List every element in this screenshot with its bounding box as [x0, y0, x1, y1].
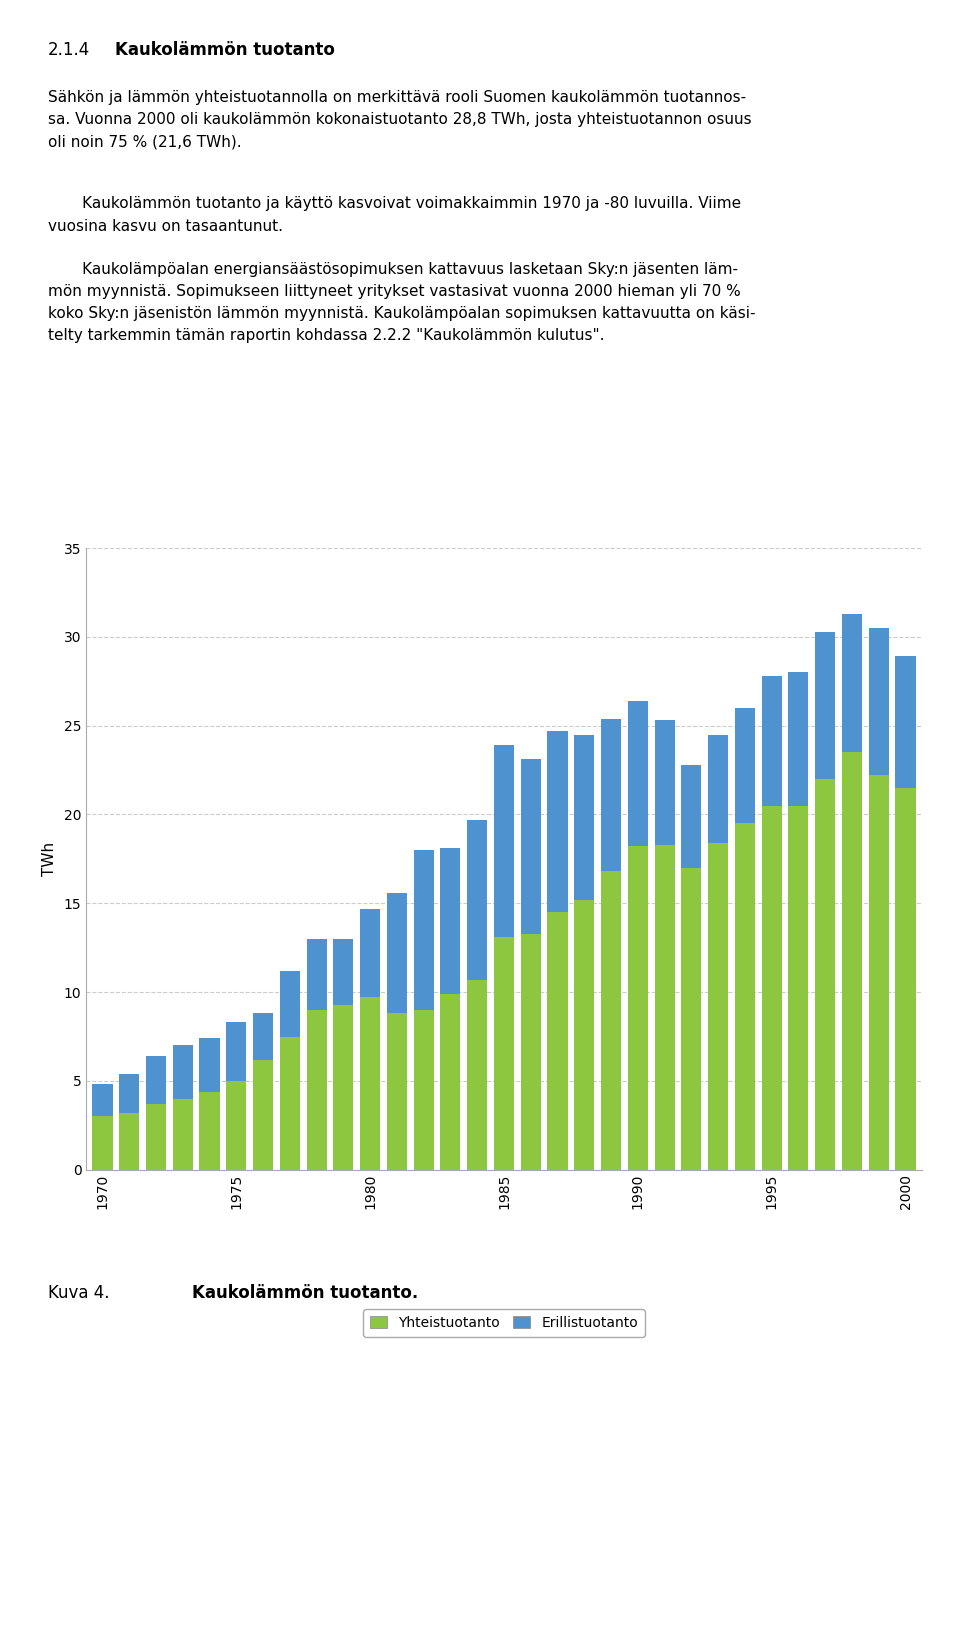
- Bar: [574, 735, 594, 900]
- Bar: [655, 844, 675, 1170]
- Bar: [333, 1005, 353, 1170]
- Bar: [146, 1104, 166, 1170]
- Bar: [547, 731, 567, 913]
- Bar: [547, 913, 567, 1170]
- Bar: [896, 656, 916, 789]
- Bar: [119, 1073, 139, 1112]
- Bar: [735, 708, 755, 823]
- Text: Kaukolämmön tuotanto ja käyttö kasvoivat voimakkaimmin 1970 ja -80 luvuilla. Vii: Kaukolämmön tuotanto ja käyttö kasvoivat…: [48, 196, 741, 234]
- Bar: [735, 823, 755, 1170]
- Bar: [815, 779, 835, 1170]
- Bar: [494, 746, 514, 937]
- Bar: [200, 1039, 220, 1091]
- Bar: [842, 614, 862, 753]
- Bar: [227, 1081, 247, 1170]
- Bar: [360, 908, 380, 998]
- Text: Kuva 4.: Kuva 4.: [48, 1284, 109, 1302]
- Bar: [414, 851, 434, 1009]
- Bar: [173, 1045, 193, 1099]
- Bar: [869, 775, 889, 1170]
- Text: Kaukolämpöalan energiansäästösopimuksen kattavuus lasketaan Sky:n jäsenten läm-
: Kaukolämpöalan energiansäästösopimuksen …: [48, 262, 756, 344]
- Bar: [520, 934, 540, 1170]
- Bar: [468, 980, 488, 1170]
- Bar: [494, 937, 514, 1170]
- Text: Sähkön ja lämmön yhteistuotannolla on merkittävä rooli Suomen kaukolämmön tuotan: Sähkön ja lämmön yhteistuotannolla on me…: [48, 90, 752, 149]
- Bar: [146, 1057, 166, 1104]
- Text: Kaukolämmön tuotanto.: Kaukolämmön tuotanto.: [192, 1284, 419, 1302]
- Y-axis label: TWh: TWh: [42, 843, 57, 875]
- Bar: [682, 867, 702, 1170]
- Bar: [788, 672, 808, 805]
- Bar: [682, 764, 702, 867]
- Bar: [306, 939, 326, 1009]
- Bar: [387, 893, 407, 1013]
- Bar: [708, 843, 729, 1170]
- Bar: [306, 1009, 326, 1170]
- Bar: [628, 846, 648, 1170]
- Bar: [441, 995, 461, 1170]
- Bar: [253, 1013, 273, 1060]
- Bar: [842, 753, 862, 1170]
- Bar: [468, 820, 488, 980]
- Bar: [815, 631, 835, 779]
- Bar: [441, 847, 461, 995]
- Bar: [520, 759, 540, 934]
- Bar: [387, 1013, 407, 1170]
- Bar: [788, 805, 808, 1170]
- Bar: [761, 676, 781, 805]
- Bar: [253, 1060, 273, 1170]
- Bar: [414, 1009, 434, 1170]
- Bar: [708, 735, 729, 843]
- Bar: [601, 872, 621, 1170]
- Bar: [574, 900, 594, 1170]
- Bar: [869, 628, 889, 775]
- Bar: [227, 1022, 247, 1081]
- Text: 2.1.4: 2.1.4: [48, 41, 90, 59]
- Bar: [761, 805, 781, 1170]
- Bar: [92, 1116, 112, 1170]
- Bar: [655, 720, 675, 844]
- Bar: [628, 700, 648, 846]
- Bar: [279, 1037, 300, 1170]
- Bar: [119, 1112, 139, 1170]
- Bar: [333, 939, 353, 1005]
- Text: Kaukolämmön tuotanto: Kaukolämmön tuotanto: [115, 41, 335, 59]
- Bar: [601, 718, 621, 872]
- Bar: [279, 970, 300, 1037]
- Bar: [200, 1091, 220, 1170]
- Bar: [896, 789, 916, 1170]
- Bar: [92, 1085, 112, 1116]
- Bar: [360, 998, 380, 1170]
- Bar: [173, 1099, 193, 1170]
- Legend: Yhteistuotanto, Erillistuotanto: Yhteistuotanto, Erillistuotanto: [363, 1309, 645, 1337]
